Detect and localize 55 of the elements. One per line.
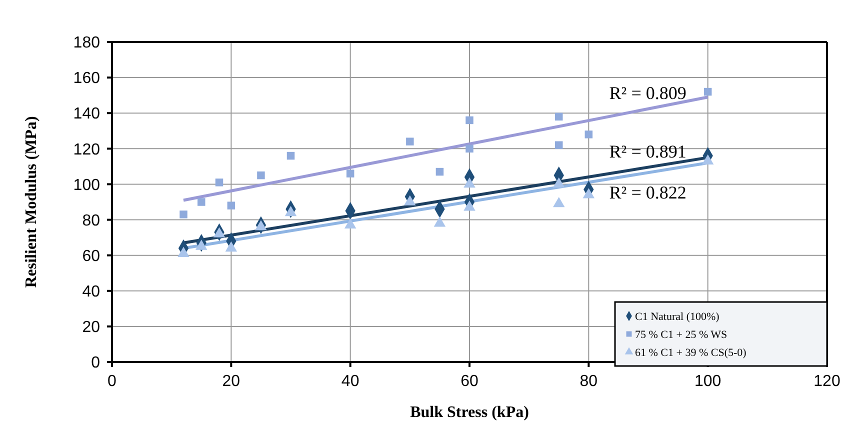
y-tick-label: 140 — [73, 106, 100, 123]
point — [704, 88, 712, 96]
point — [466, 144, 474, 153]
legend-label: 61 % C1 + 39 % CS(5-0) — [635, 347, 747, 359]
y-tick-label: 100 — [73, 176, 100, 194]
y-tick-label: 20 — [82, 319, 100, 336]
point — [582, 188, 595, 198]
y-tick-label: 160 — [73, 70, 100, 88]
point — [344, 218, 356, 229]
annotation: R² = 0.891 — [609, 141, 686, 162]
legend-label: 75 % C1 + 25 % WS — [635, 329, 728, 341]
y-tick-label: 180 — [73, 34, 100, 52]
annotation: R² = 0.822 — [609, 182, 686, 203]
point — [255, 220, 267, 230]
point — [227, 202, 236, 210]
y-tick-label: 0 — [91, 354, 100, 372]
point — [213, 227, 226, 238]
x-axis-title: Bulk Stress (kPa) — [410, 404, 529, 421]
point — [215, 178, 224, 186]
x-tick-label: 100 — [694, 373, 722, 390]
point — [584, 130, 593, 138]
point — [464, 200, 476, 211]
point — [555, 112, 563, 121]
annotation: R² = 0.809 — [609, 82, 686, 103]
point — [178, 246, 190, 257]
legend-label: C1 Natural (100%) — [635, 311, 720, 323]
point — [466, 116, 474, 124]
point — [434, 216, 446, 227]
point — [346, 170, 354, 178]
point — [286, 152, 295, 160]
x-tick-label: 40 — [341, 373, 360, 390]
x-tick-label: 120 — [814, 373, 840, 390]
point — [198, 198, 206, 206]
y-tick-label: 80 — [82, 212, 100, 230]
point — [180, 210, 188, 218]
point — [406, 138, 414, 146]
x-tick-label: 80 — [580, 373, 598, 390]
point — [464, 177, 476, 188]
point — [404, 195, 416, 206]
y-tick-label: 40 — [82, 283, 100, 300]
point — [225, 241, 238, 252]
point — [257, 171, 265, 180]
point — [555, 141, 563, 149]
x-tick-label: 0 — [108, 373, 117, 390]
x-tick-label: 20 — [222, 373, 240, 390]
y-tick-label: 60 — [82, 248, 100, 265]
point — [436, 168, 444, 176]
point — [284, 206, 297, 216]
point — [552, 196, 565, 208]
point — [552, 177, 565, 188]
point — [702, 154, 714, 165]
point — [195, 240, 208, 250]
x-tick-label: 60 — [460, 373, 478, 390]
y-axis-title: Resilient Modulus (MPa) — [23, 116, 40, 288]
y-tick-label: 120 — [73, 141, 100, 158]
